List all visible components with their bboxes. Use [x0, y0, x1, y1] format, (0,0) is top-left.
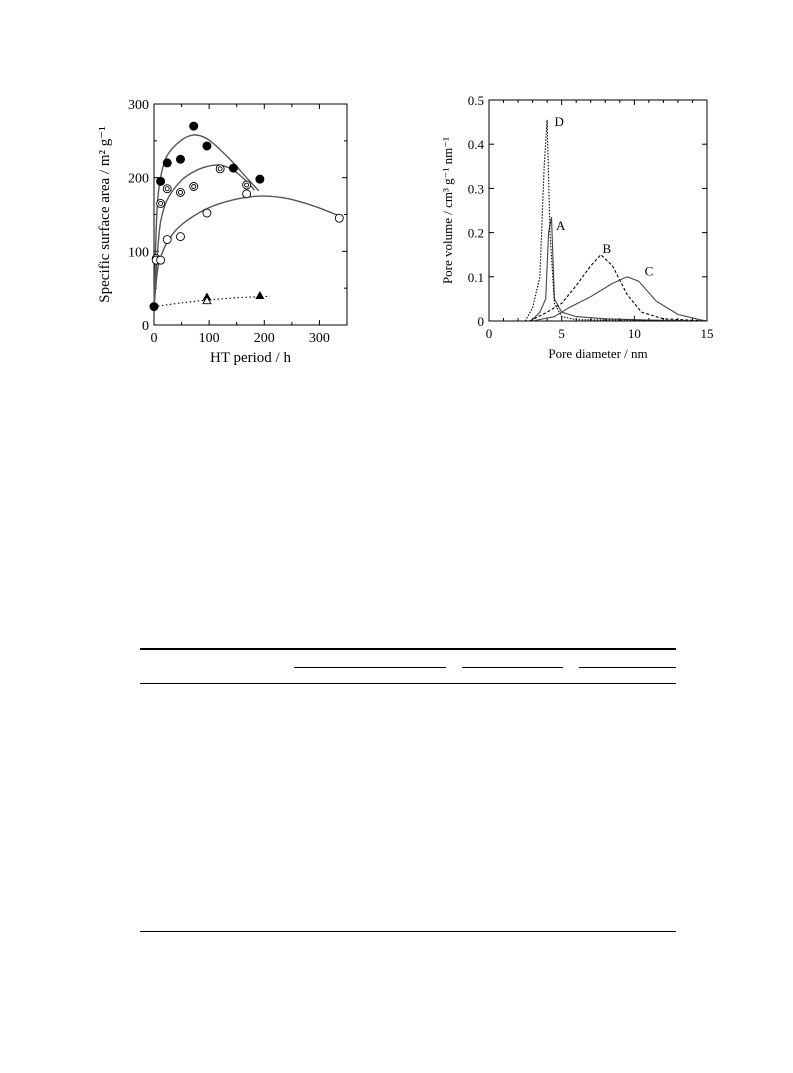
series-label-D: D — [554, 114, 563, 129]
data-point-open-circle — [156, 255, 166, 265]
data-point-filled-circle — [228, 163, 238, 173]
data-point-filled-triangle — [255, 291, 265, 300]
table-group-rule-2 — [462, 667, 563, 668]
fit-curve — [153, 195, 342, 307]
series-label-B: B — [602, 241, 611, 256]
y-axis-label: Specific surface area / m² g⁻¹ — [97, 126, 113, 302]
data-point-open-circle — [334, 213, 344, 223]
double-circle-inner — [158, 200, 164, 206]
double-circle-inner — [244, 182, 250, 188]
x-tick-label: 100 — [199, 331, 220, 346]
x-tick-label: 0 — [151, 331, 158, 346]
table-header-rule — [140, 683, 676, 684]
x-tick-label: 200 — [254, 331, 275, 346]
y-tick-label: 0.3 — [468, 181, 484, 196]
double-circle-outer — [189, 182, 199, 191]
data-point-filled-circle — [175, 154, 185, 164]
double-circle-outer — [176, 187, 185, 197]
x-tick-label: 0 — [486, 326, 493, 341]
trend-dotted-line — [153, 295, 270, 308]
x-tick-label: 300 — [309, 331, 330, 346]
y-tick-label: 300 — [128, 98, 149, 113]
data-point-open-circle — [202, 208, 212, 218]
data-point-open-circle — [162, 235, 172, 244]
x-axis-label: HT period / h — [210, 350, 291, 366]
data-point-filled-circle — [156, 176, 166, 186]
x-tick-label: 10 — [628, 326, 641, 341]
data-point-filled-circle — [202, 141, 212, 151]
data-point-filled-circle — [149, 302, 159, 312]
data-point-double-circle — [176, 187, 185, 197]
table-top-rule — [140, 648, 676, 650]
double-circle-inner — [164, 186, 170, 192]
data-point-open-circle — [176, 232, 185, 242]
data-point-open-triangle — [202, 295, 212, 305]
data-point-double-circle — [242, 180, 252, 190]
y-tick-label: 0.1 — [468, 270, 484, 285]
y-tick-label: 200 — [128, 172, 149, 187]
x-axis-label: Pore diameter / nm — [548, 346, 647, 361]
series-label-C: C — [645, 263, 654, 278]
x-tick-label: 5 — [558, 326, 565, 341]
double-circle-inner — [217, 166, 223, 172]
plot-frame — [153, 103, 348, 326]
data-point-double-circle — [156, 198, 166, 208]
data-point-double-circle — [162, 184, 172, 194]
table-group-rule-3 — [579, 667, 676, 668]
y-tick-label: 0.4 — [468, 137, 485, 152]
y-tick-label: 0 — [478, 314, 485, 329]
data-point-double-circle — [215, 164, 225, 174]
double-circle-outer — [242, 180, 252, 190]
data-point-filled-circle — [255, 174, 265, 184]
y-tick-label: 0 — [142, 319, 149, 334]
table-bottom-rule — [140, 931, 676, 932]
plot-frame — [488, 99, 708, 322]
series-line-D — [524, 119, 708, 322]
double-circle-outer — [156, 198, 166, 208]
chart-pore-distribution: 0 5 10 15 0 0.1 0.2 0.3 0.4 0.5 Pore diameter / nm… — [440, 93, 714, 361]
x-tick-label: 15 — [701, 326, 714, 341]
chart-surface-area: 0 100 200 300 0 100 200 300 HT period / h Specifi… — [97, 98, 348, 366]
data-point-filled-circle — [162, 158, 172, 168]
series-label-A: A — [556, 218, 566, 233]
double-circle-inner — [191, 184, 197, 189]
data-point-filled-circle — [189, 121, 199, 131]
y-tick-label: 0.5 — [468, 93, 484, 108]
y-axis-label: Pore volume / cm³ g⁻¹ nm⁻¹ — [440, 137, 455, 284]
table-group-rule-1 — [294, 667, 446, 668]
double-circle-outer — [162, 184, 172, 194]
double-circle-outer — [215, 164, 225, 174]
y-tick-label: 0.2 — [468, 226, 484, 241]
series-line-C — [532, 276, 708, 322]
data-point-double-circle — [189, 182, 199, 191]
series-line-A — [530, 216, 708, 322]
double-circle-inner — [178, 189, 183, 195]
fit-curve — [153, 164, 255, 307]
y-tick-label: 100 — [128, 245, 149, 260]
data-point-open-circle — [242, 189, 252, 199]
series-line-B — [529, 253, 708, 322]
